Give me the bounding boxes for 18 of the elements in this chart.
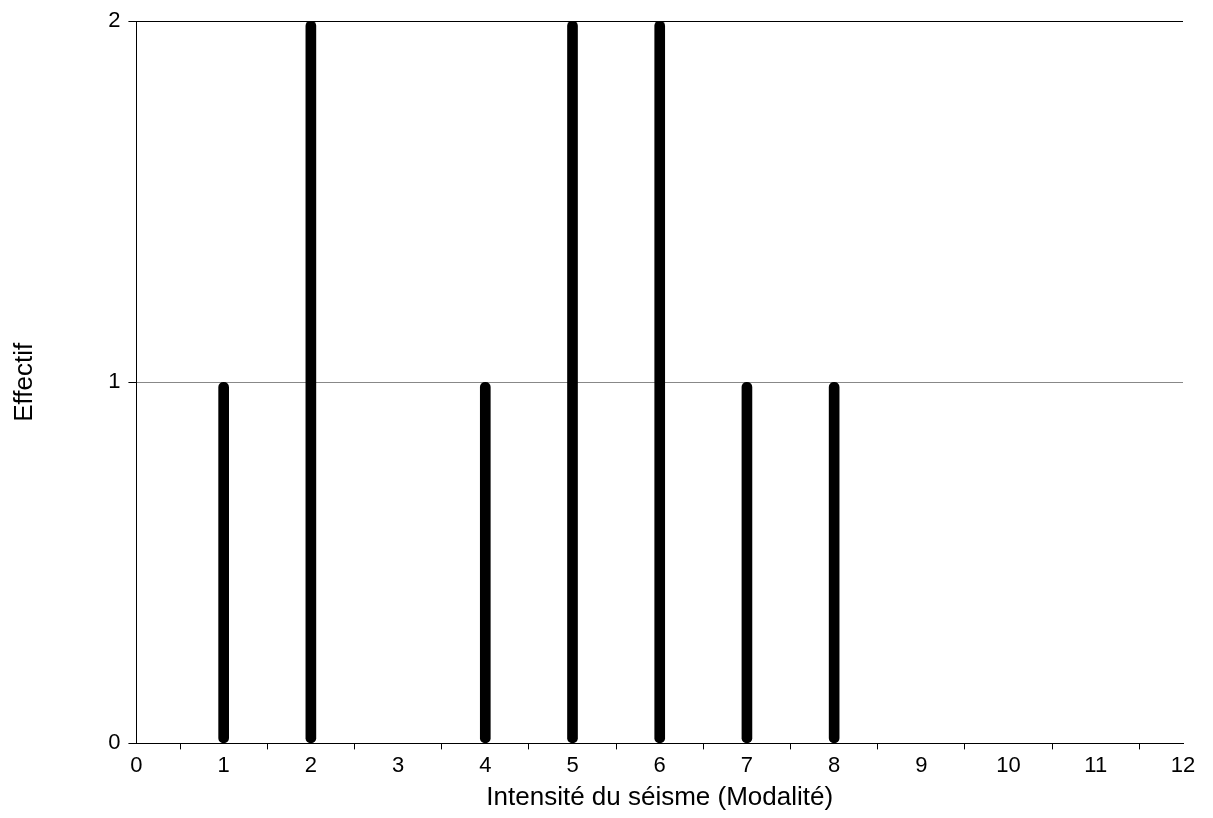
x-tick-label: 5 bbox=[566, 751, 579, 777]
y-tick-label: 0 bbox=[108, 729, 121, 755]
x-tick-label: 3 bbox=[391, 751, 405, 777]
x-tick-label: 8 bbox=[828, 751, 841, 777]
y-axis-title: Effectif bbox=[7, 342, 38, 422]
x-tick-label: 12 bbox=[1170, 751, 1196, 777]
x-tick-label: 11 bbox=[1084, 751, 1108, 777]
x-axis-title: Intensité du séisme (Modalité) bbox=[486, 780, 834, 811]
x-tick-label: 9 bbox=[915, 751, 928, 777]
x-tick-label: 0 bbox=[130, 751, 143, 777]
x-tick-label: 7 bbox=[740, 751, 754, 777]
x-tick-label: 1 bbox=[217, 751, 230, 777]
y-tick-label: 2 bbox=[108, 7, 121, 33]
x-tick-label: 10 bbox=[996, 751, 1021, 777]
x-tick-label: 6 bbox=[653, 751, 666, 777]
y-tick-label: 1 bbox=[108, 368, 121, 394]
x-tick-label: 4 bbox=[479, 751, 492, 777]
x-tick-label: 2 bbox=[304, 751, 317, 777]
